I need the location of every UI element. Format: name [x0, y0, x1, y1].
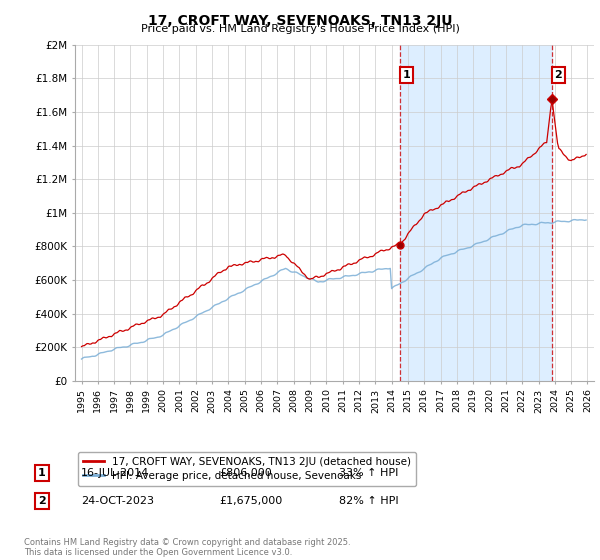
Text: 1: 1	[38, 468, 46, 478]
Text: 17, CROFT WAY, SEVENOAKS, TN13 2JU: 17, CROFT WAY, SEVENOAKS, TN13 2JU	[148, 14, 452, 28]
Bar	[400, 45, 552, 381]
Text: 2: 2	[38, 496, 46, 506]
Text: 2: 2	[554, 70, 562, 80]
Text: 1: 1	[403, 70, 410, 80]
Text: 24-OCT-2023: 24-OCT-2023	[81, 496, 154, 506]
Text: £806,000: £806,000	[219, 468, 272, 478]
Text: £1,675,000: £1,675,000	[219, 496, 282, 506]
Text: 33% ↑ HPI: 33% ↑ HPI	[339, 468, 398, 478]
Legend: 17, CROFT WAY, SEVENOAKS, TN13 2JU (detached house), HPI: Average price, detache: 17, CROFT WAY, SEVENOAKS, TN13 2JU (deta…	[77, 451, 416, 486]
Text: 82% ↑ HPI: 82% ↑ HPI	[339, 496, 398, 506]
Text: Contains HM Land Registry data © Crown copyright and database right 2025.
This d: Contains HM Land Registry data © Crown c…	[24, 538, 350, 557]
Text: Price paid vs. HM Land Registry's House Price Index (HPI): Price paid vs. HM Land Registry's House …	[140, 24, 460, 34]
Text: 16-JUL-2014: 16-JUL-2014	[81, 468, 149, 478]
